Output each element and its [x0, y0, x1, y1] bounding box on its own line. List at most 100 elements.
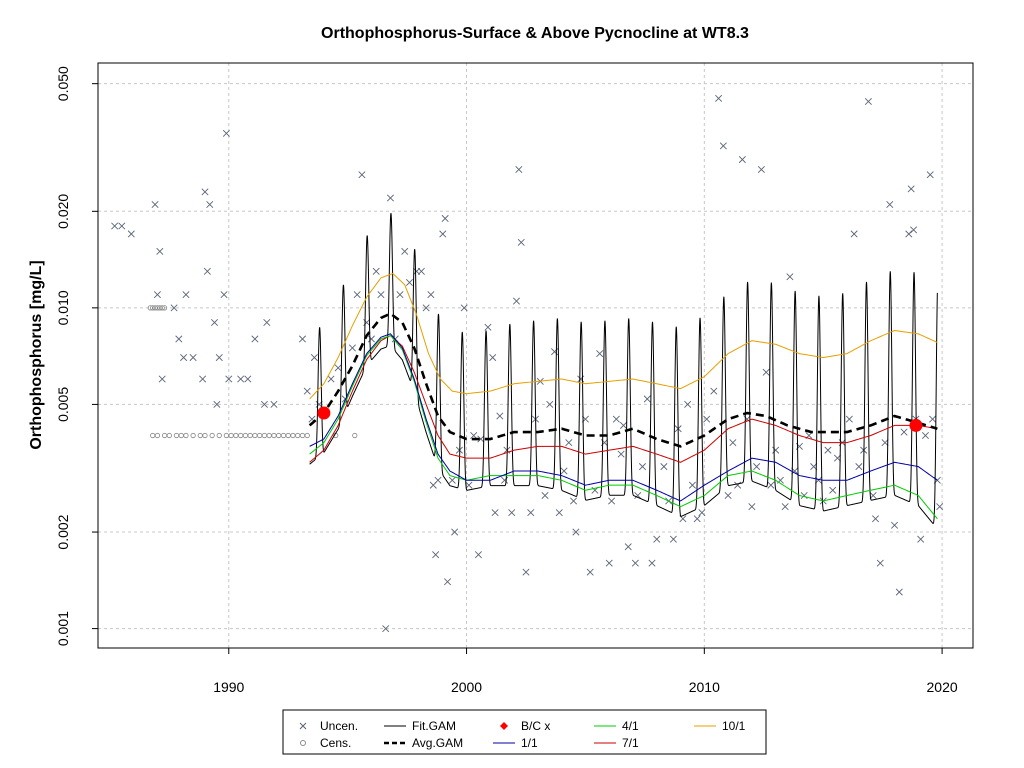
uncensored-point — [546, 400, 554, 408]
legend-label: Uncen. — [320, 719, 358, 733]
x-tick-label: 2010 — [689, 679, 720, 695]
uncensored-point — [772, 446, 780, 454]
uncensored-point — [182, 291, 190, 299]
x-axis-ticks: 1990 2000 2010 2020 — [213, 648, 958, 695]
uncensored-point — [189, 354, 197, 362]
uncensored-point — [263, 319, 271, 327]
uncensored-point — [460, 304, 468, 312]
uncensored-point — [936, 503, 944, 511]
uncensored-point — [298, 335, 307, 343]
censored-point — [304, 432, 310, 439]
censored-point — [223, 432, 229, 439]
censored-point — [242, 432, 249, 439]
uncensored-point — [156, 247, 164, 255]
seasonal-curves — [308, 272, 938, 520]
uncensored-point — [225, 375, 233, 383]
uncensored-point — [353, 291, 361, 299]
uncensored-point — [206, 200, 214, 209]
curve-10-1 — [309, 272, 938, 400]
uncensored-point — [845, 415, 853, 423]
uncensored-point — [444, 578, 452, 586]
uncensored-point — [786, 273, 794, 281]
uncensored-point — [907, 185, 915, 193]
censored-point — [150, 432, 156, 439]
uncensored-point — [703, 415, 711, 423]
uncensored-point — [753, 463, 761, 471]
uncensored-point — [522, 568, 530, 576]
legend-items: Uncen. Cens. Fit.GAM Avg.GAM B/C x 1/1 4/1 7/1 1… — [299, 719, 746, 750]
uncensored-point — [586, 568, 594, 576]
censored-point — [161, 305, 168, 311]
legend-swatch-x — [299, 722, 307, 730]
chart-title: Orthophosphorus-Surface & Above Pycnocli… — [321, 25, 749, 42]
censored-point — [190, 432, 196, 439]
censored-point — [216, 432, 222, 439]
uncensored-point — [648, 559, 656, 567]
uncensored-point — [111, 222, 119, 230]
censored-point — [290, 432, 296, 439]
censored-point — [252, 432, 258, 439]
censored-point — [159, 305, 165, 311]
uncensored-point — [565, 439, 573, 447]
uncensored-point — [158, 375, 166, 383]
y-axis-title: Orthophosphorus [mg/L] — [28, 260, 45, 449]
legend-label: Fit.GAM — [412, 719, 456, 733]
censored-point — [233, 432, 239, 439]
uncensored-point — [900, 428, 908, 436]
x-tick-label: 2000 — [451, 679, 482, 695]
uncensored-point — [441, 214, 449, 222]
censored-point — [238, 432, 244, 439]
uncensored-point — [417, 267, 425, 275]
uncensored-point — [118, 222, 126, 230]
uncensored-point — [776, 476, 784, 484]
uncensored-point — [491, 509, 499, 517]
uncensored-point — [422, 304, 430, 312]
uncensored-point — [310, 354, 318, 362]
uncensored-point — [688, 481, 696, 489]
uncensored-point — [127, 230, 135, 238]
uncensored-point — [432, 551, 440, 559]
uncensored-point — [175, 335, 183, 343]
legend-item: 7/1 — [594, 736, 639, 750]
legend-item: 10/1 — [694, 719, 746, 733]
uncensored-point — [405, 278, 413, 286]
uncensored-point — [634, 491, 642, 500]
uncensored-point — [367, 335, 375, 343]
uncensored-point — [715, 94, 723, 102]
uncensored-point — [738, 156, 746, 164]
uncensored-point — [612, 415, 620, 423]
fit-gam-line — [309, 213, 938, 524]
uncensored-point — [470, 431, 478, 440]
uncensored-point — [886, 200, 894, 209]
y-tick-label: 0.010 — [55, 290, 71, 325]
uncensored-point — [448, 476, 456, 484]
uncensored-point — [222, 129, 230, 137]
fit-gam-series — [309, 213, 938, 524]
x-tick-label: 2020 — [927, 679, 958, 695]
uncensored-point — [439, 230, 447, 238]
uncensored-point — [895, 588, 903, 596]
uncensored-point — [334, 364, 342, 372]
uncensored-point — [905, 230, 913, 238]
uncensored-point — [698, 509, 706, 517]
uncensored-point — [465, 481, 473, 489]
uncensored-points — [111, 94, 944, 633]
uncensored-point — [327, 375, 335, 383]
uncensored-point — [643, 395, 651, 403]
uncensored-point — [921, 431, 929, 440]
legend-item: 1/1 — [493, 736, 538, 750]
uncensored-point — [560, 467, 568, 475]
uncensored-point — [829, 486, 837, 494]
uncensored-point — [201, 188, 209, 196]
uncensored-point — [377, 291, 385, 299]
uncensored-point — [180, 354, 188, 362]
censored-point — [197, 432, 203, 439]
uncensored-point — [781, 503, 789, 511]
uncensored-point — [572, 528, 580, 536]
censored-point — [261, 432, 268, 439]
uncensored-point — [215, 354, 223, 362]
uncensored-point — [693, 515, 701, 523]
uncensored-point — [876, 559, 884, 567]
uncensored-point — [631, 559, 639, 567]
uncensored-point — [244, 375, 252, 383]
